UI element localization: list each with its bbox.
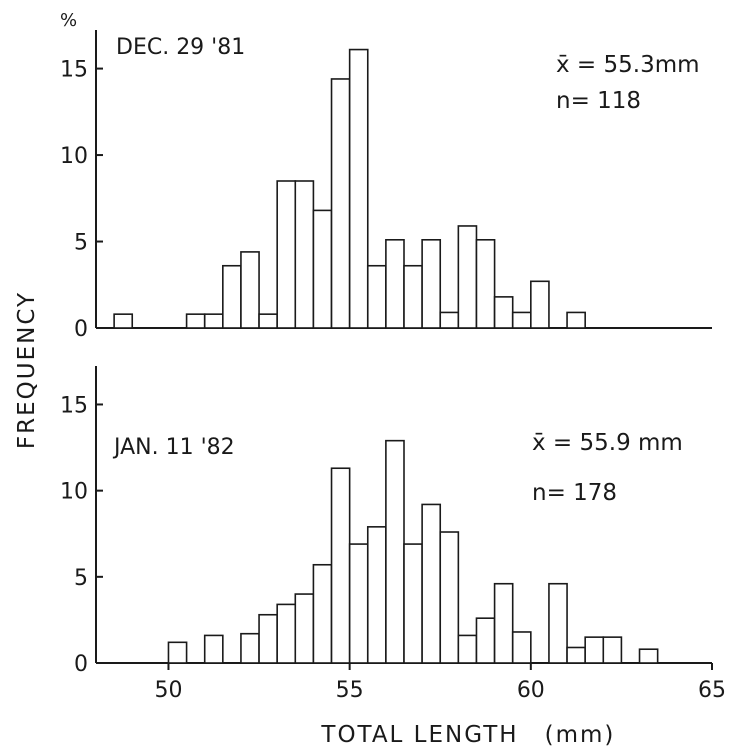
histogram-bar xyxy=(276,603,297,664)
histogram-bar xyxy=(113,313,134,329)
y-tick-label: 5 xyxy=(74,231,88,256)
top-panel-date-label: DEC. 29 '81 xyxy=(116,35,245,60)
x-tick-label: 55 xyxy=(336,678,364,703)
x-axis-title: TOTAL LENGTH xyxy=(320,722,518,748)
histogram-bar xyxy=(294,180,315,329)
y-axis-title: FREQUENCY xyxy=(14,291,40,449)
y-tick-label: 15 xyxy=(60,58,88,83)
x-tick-label: 60 xyxy=(517,678,545,703)
histogram-bar xyxy=(312,209,333,329)
x-tick-label: 50 xyxy=(154,678,182,703)
histogram-bar xyxy=(240,251,260,329)
histogram-bar xyxy=(385,439,405,664)
histogram-bar xyxy=(185,313,206,329)
histogram-bar xyxy=(258,613,278,664)
histogram-bar xyxy=(475,239,496,329)
histogram-bar xyxy=(203,634,224,664)
histogram-bar xyxy=(366,526,387,664)
histogram-bar xyxy=(493,582,514,664)
bottom-histogram-panel: 0 5 10 15 50 55 60 65 JAN. 11 '82 x̄ = 55.9 mm… xyxy=(60,366,726,703)
histogram-bar xyxy=(276,180,297,329)
histogram-bar xyxy=(222,264,242,329)
histogram-bar xyxy=(457,225,478,329)
bottom-n-label: n= 178 xyxy=(532,480,617,506)
top-n-label: n= 118 xyxy=(556,88,641,114)
histogram-bar xyxy=(348,48,369,329)
histogram-bar xyxy=(385,239,405,329)
histogram-bar xyxy=(330,467,351,664)
x-tick-label: 65 xyxy=(698,678,726,703)
histogram-bar xyxy=(439,531,460,664)
histogram-bar xyxy=(511,631,532,664)
bottom-y-ticks: 0 5 10 15 xyxy=(60,393,103,677)
histogram-bar xyxy=(493,296,514,329)
histogram-bar xyxy=(240,632,260,664)
histogram-bar xyxy=(403,543,423,664)
histogram-bar xyxy=(584,636,605,664)
histogram-bar xyxy=(330,78,351,329)
histogram-bar xyxy=(457,634,478,664)
y-tick-label: 10 xyxy=(60,144,88,169)
histogram-bar xyxy=(602,636,623,664)
histogram-bar xyxy=(294,593,315,664)
histogram-bar xyxy=(638,648,659,664)
histogram-bar xyxy=(348,543,369,664)
bottom-x-ticks: 50 55 60 65 xyxy=(154,663,726,703)
top-y-ticks: 0 5 10 15 xyxy=(60,58,103,342)
histogram-bar xyxy=(366,264,387,329)
top-histogram-panel: 0 5 10 15 % DEC. 29 '81 x̄ = 55.3mm n= 118 xyxy=(60,10,712,342)
histogram-bar xyxy=(421,239,442,329)
y-tick-label: 15 xyxy=(60,393,88,418)
histogram-bar xyxy=(439,311,460,329)
bottom-bars xyxy=(167,439,659,664)
y-tick-label: 10 xyxy=(60,480,88,505)
histogram-bar xyxy=(548,582,568,664)
histogram-bar xyxy=(312,563,333,664)
histogram-bar xyxy=(258,313,278,329)
top-bars xyxy=(113,48,586,329)
bottom-mean-label: x̄ = 55.9 mm xyxy=(532,430,683,456)
x-axis-unit: (mm) xyxy=(545,722,616,748)
histogram-bar xyxy=(167,641,188,664)
bottom-panel-date-label: JAN. 11 '82 xyxy=(112,435,235,460)
y-tick-label: 5 xyxy=(74,566,88,591)
y-tick-label: 0 xyxy=(74,317,88,342)
histogram-bar xyxy=(566,311,586,329)
histogram-bar xyxy=(511,311,532,329)
histogram-bar xyxy=(421,503,442,664)
y-tick-label: 0 xyxy=(74,652,88,677)
top-mean-label: x̄ = 55.3mm xyxy=(556,52,700,78)
histogram-bar xyxy=(403,264,423,329)
top-y-unit-label: % xyxy=(60,10,77,31)
histogram-bar xyxy=(203,313,224,329)
histogram-bar xyxy=(530,280,550,329)
histogram-bar xyxy=(566,646,586,664)
histogram-bar xyxy=(475,617,496,664)
